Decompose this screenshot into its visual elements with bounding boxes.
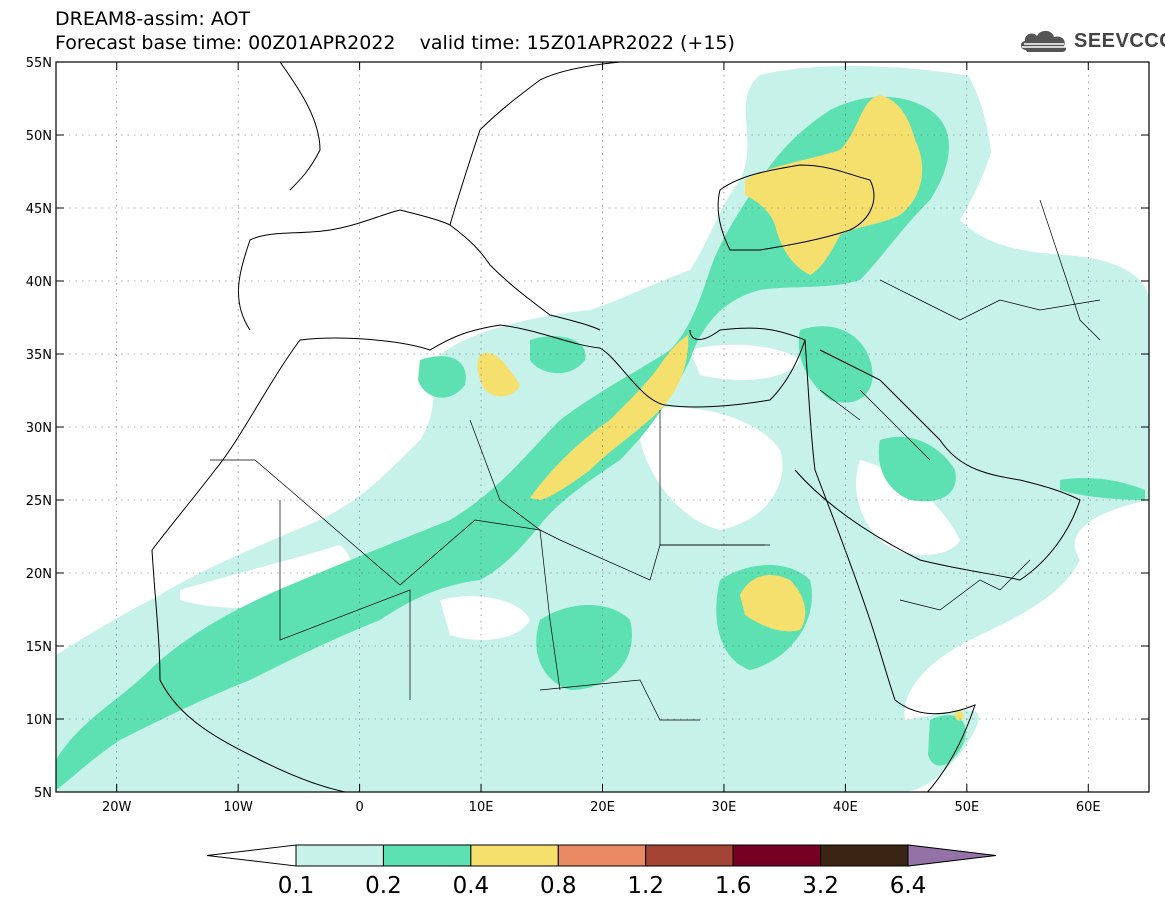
colorbar: 0.1 0.2 0.4 0.8 1.2 1.6 3.2 6.4: [206, 844, 997, 899]
aot-field: [56, 62, 1149, 792]
colorbar-swatch: [820, 844, 909, 867]
lon-tick-label: 10E: [469, 800, 494, 815]
colorbar-swatch: [557, 844, 647, 867]
lat-tick-label: 20N: [26, 567, 52, 582]
cloud-icon: [1020, 30, 1067, 52]
colorbar-label: 1.6: [715, 873, 752, 899]
colorbar-label: 1.2: [627, 873, 664, 899]
seevccc-logo: SEEVCCC: [1018, 28, 1165, 54]
colorbar-swatch: [470, 844, 559, 867]
colorbar-label: 0.2: [365, 873, 402, 899]
lon-tick-label: 20E: [590, 800, 615, 815]
colorbar-swatch: [382, 844, 472, 867]
lon-tick-label: 20W: [102, 800, 132, 815]
graticule: [56, 62, 1149, 792]
lon-tick-label: 50E: [954, 800, 979, 815]
lat-tick-label: 5N: [34, 786, 52, 801]
colorbar-swatch: [295, 844, 384, 867]
lon-axis: 20W 10W 0 10E 20E 30E 40E 50E 60E: [102, 62, 1101, 815]
colorbar-label: 0.4: [453, 873, 490, 899]
lat-tick-label: 35N: [26, 348, 52, 363]
lat-tick-label: 55N: [26, 56, 52, 71]
clear-areas: [56, 62, 1149, 640]
colorbar-label: 3.2: [802, 873, 839, 899]
colorbar-high-arrow: [907, 844, 997, 867]
lat-tick-label: 15N: [26, 640, 52, 655]
forecast-time-line: Forecast base time: 00Z01APR2022 valid t…: [55, 32, 735, 54]
country-borders: [210, 199, 1101, 721]
lon-tick-label: 0: [355, 800, 363, 815]
colorbar-swatch: [732, 844, 822, 867]
aot-band-0.4: [477, 95, 964, 721]
colorbar-label: 0.8: [540, 873, 577, 899]
colorbar-low-arrow: [206, 844, 297, 867]
colorbar-swatch: [645, 844, 734, 867]
lat-tick-label: 30N: [26, 421, 52, 436]
lon-tick-label: 60E: [1076, 800, 1101, 815]
lat-tick-label: 25N: [26, 494, 52, 509]
lat-tick-label: 40N: [26, 275, 52, 290]
lat-tick-label: 10N: [26, 713, 52, 728]
lon-tick-label: 10W: [223, 800, 253, 815]
map-title: DREAM8-assim: AOT: [55, 8, 251, 30]
lat-tick-label: 45N: [26, 202, 52, 217]
lat-tick-label: 50N: [26, 129, 52, 144]
lat-axis: 55N 50N 45N 40N 35N 30N 25N 20N 15N 10N 5N: [26, 56, 1149, 801]
colorbar-label: 6.4: [890, 873, 927, 899]
colorbar-label: 0.1: [278, 873, 315, 899]
coastlines: [151, 62, 1081, 792]
lon-tick-label: 40E: [833, 800, 858, 815]
logo-text: SEEVCCC: [1074, 29, 1165, 52]
lon-tick-label: 30E: [712, 800, 737, 815]
